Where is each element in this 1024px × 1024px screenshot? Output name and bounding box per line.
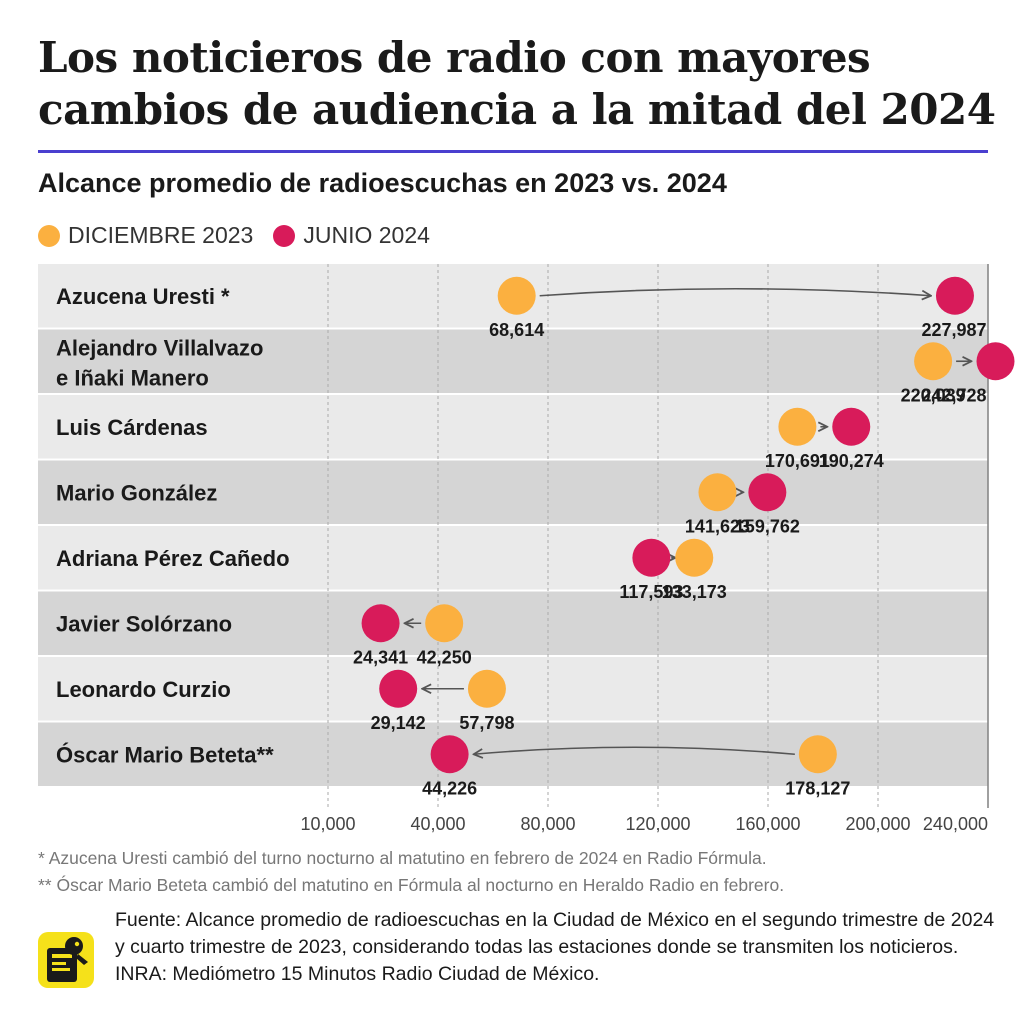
legend-dot-dec2023 (38, 224, 60, 247)
row-band (38, 460, 988, 524)
row-label: Adriana Pérez Cañedo (56, 546, 290, 571)
dot-dec2023 (497, 276, 536, 315)
change-arrow (539, 287, 931, 296)
title-divider (38, 150, 988, 153)
row-band (38, 657, 988, 721)
footnote-2: ** Óscar Mario Beteta cambió del matutin… (38, 875, 785, 895)
value-label-jun2024: 242,728 (921, 385, 986, 405)
dot-dec2023 (778, 407, 817, 446)
legend-item-dec2023: DICIEMBRE 2023 (38, 222, 253, 249)
x-tick-label: 10,000 (300, 814, 355, 834)
legend-label-dec2023: DICIEMBRE 2023 (68, 222, 254, 248)
value-label-jun2024: 190,274 (819, 451, 884, 471)
row-label: Javier Solórzano (56, 611, 232, 636)
value-label-dec2023: 57,798 (459, 713, 514, 733)
dot-dec2023 (698, 473, 737, 512)
x-tick-label: 40,000 (410, 814, 465, 834)
dot-jun2024 (976, 342, 1015, 381)
value-label-dec2023: 178,127 (785, 778, 850, 798)
dot-dec2023 (467, 669, 506, 708)
row-band (38, 591, 988, 655)
chart-subtitle: Alcance promedio de radioescuchas en 202… (38, 168, 727, 198)
dot-dec2023 (425, 604, 464, 643)
row-label: Óscar Mario Beteta** (56, 742, 274, 767)
row-band (38, 395, 988, 459)
legend-label-jun2024: JUNIO 2024 (303, 222, 430, 248)
x-tick-label: 200,000 (845, 814, 910, 834)
dot-jun2024 (379, 669, 418, 708)
value-label-jun2024: 44,226 (422, 778, 477, 798)
row-label: Alejandro Villalvazo (56, 335, 263, 360)
dot-jun2024 (935, 276, 974, 315)
newspaper-mascot-logo-icon (38, 932, 94, 988)
row-label: Mario González (56, 480, 217, 505)
value-label-dec2023: 42,250 (417, 647, 472, 667)
row-label: Azucena Uresti * (56, 284, 230, 309)
dot-jun2024 (430, 735, 469, 774)
source-text: Fuente: Alcance promedio de radioescucha… (115, 909, 995, 985)
value-label-dec2023: 141,623 (685, 516, 750, 536)
row-band (38, 526, 988, 590)
footnote-1: * Azucena Uresti cambió del turno noctur… (38, 848, 767, 868)
value-label-jun2024: 159,762 (735, 516, 800, 536)
value-label-jun2024: 24,341 (353, 647, 408, 667)
chart-title: Los noticieros de radio con mayores camb… (38, 33, 996, 134)
value-label-jun2024: 227,987 (921, 320, 986, 340)
dot-arrow-chart: 10,000 40,000 80,000 120,000 160,000 200,000 2… (38, 264, 1015, 834)
dot-jun2024 (632, 538, 671, 577)
dot-dec2023 (675, 538, 714, 577)
dot-dec2023 (914, 342, 953, 381)
dot-dec2023 (798, 735, 837, 774)
row-band (38, 329, 988, 393)
value-label-jun2024: 117,593 (619, 582, 683, 602)
legend-item-jun2024: JUNIO 2024 (273, 222, 430, 249)
dot-jun2024 (832, 407, 871, 446)
row-label: Leonardo Curzio (56, 677, 231, 702)
value-label-dec2023: 133,173 (662, 582, 727, 602)
chart-legend: DICIEMBRE 2023 JUNIO 2024 (38, 222, 450, 249)
value-label-dec2023: 170,691 (765, 451, 830, 471)
row-label: Luis Cárdenas (56, 415, 208, 440)
x-tick-label: 80,000 (520, 814, 575, 834)
x-tick-label: 120,000 (625, 814, 690, 834)
x-tick-label: 240,000 (923, 814, 988, 834)
value-label-jun2024: 29,142 (371, 713, 426, 733)
dot-jun2024 (361, 604, 400, 643)
value-label-dec2023: 220,039 (901, 385, 966, 405)
legend-dot-jun2024 (273, 224, 296, 247)
value-label-dec2023: 68,614 (489, 320, 544, 340)
change-arrow (474, 746, 795, 754)
row-label: e Iñaki Manero (56, 365, 209, 390)
dot-jun2024 (748, 473, 787, 512)
x-tick-label: 160,000 (735, 814, 800, 834)
